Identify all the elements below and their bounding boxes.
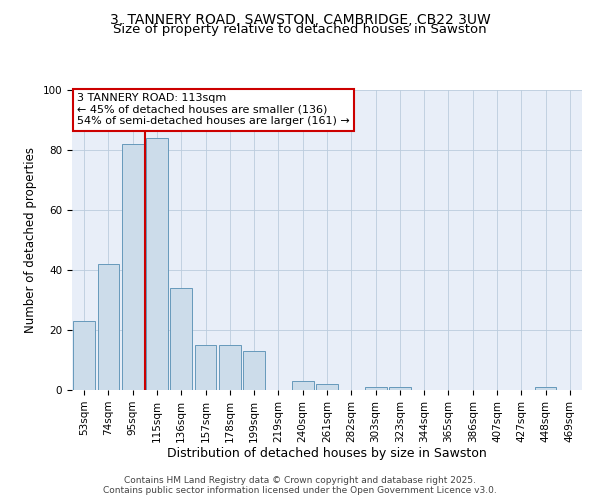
Bar	[389, 387, 411, 390]
Bar	[146, 138, 168, 390]
Bar	[535, 387, 556, 390]
Bar	[194, 345, 217, 390]
Bar	[292, 381, 314, 390]
Bar	[219, 345, 241, 390]
Bar	[170, 288, 192, 390]
Bar	[243, 351, 265, 390]
Bar	[365, 387, 386, 390]
Bar	[122, 144, 143, 390]
Text: 3, TANNERY ROAD, SAWSTON, CAMBRIDGE, CB22 3UW: 3, TANNERY ROAD, SAWSTON, CAMBRIDGE, CB2…	[110, 12, 490, 26]
X-axis label: Distribution of detached houses by size in Sawston: Distribution of detached houses by size …	[167, 448, 487, 460]
Y-axis label: Number of detached properties: Number of detached properties	[24, 147, 37, 333]
Bar	[73, 321, 95, 390]
Text: Size of property relative to detached houses in Sawston: Size of property relative to detached ho…	[113, 22, 487, 36]
Bar	[97, 264, 119, 390]
Bar	[316, 384, 338, 390]
Text: Contains HM Land Registry data © Crown copyright and database right 2025.
Contai: Contains HM Land Registry data © Crown c…	[103, 476, 497, 495]
Text: 3 TANNERY ROAD: 113sqm
← 45% of detached houses are smaller (136)
54% of semi-de: 3 TANNERY ROAD: 113sqm ← 45% of detached…	[77, 93, 350, 126]
